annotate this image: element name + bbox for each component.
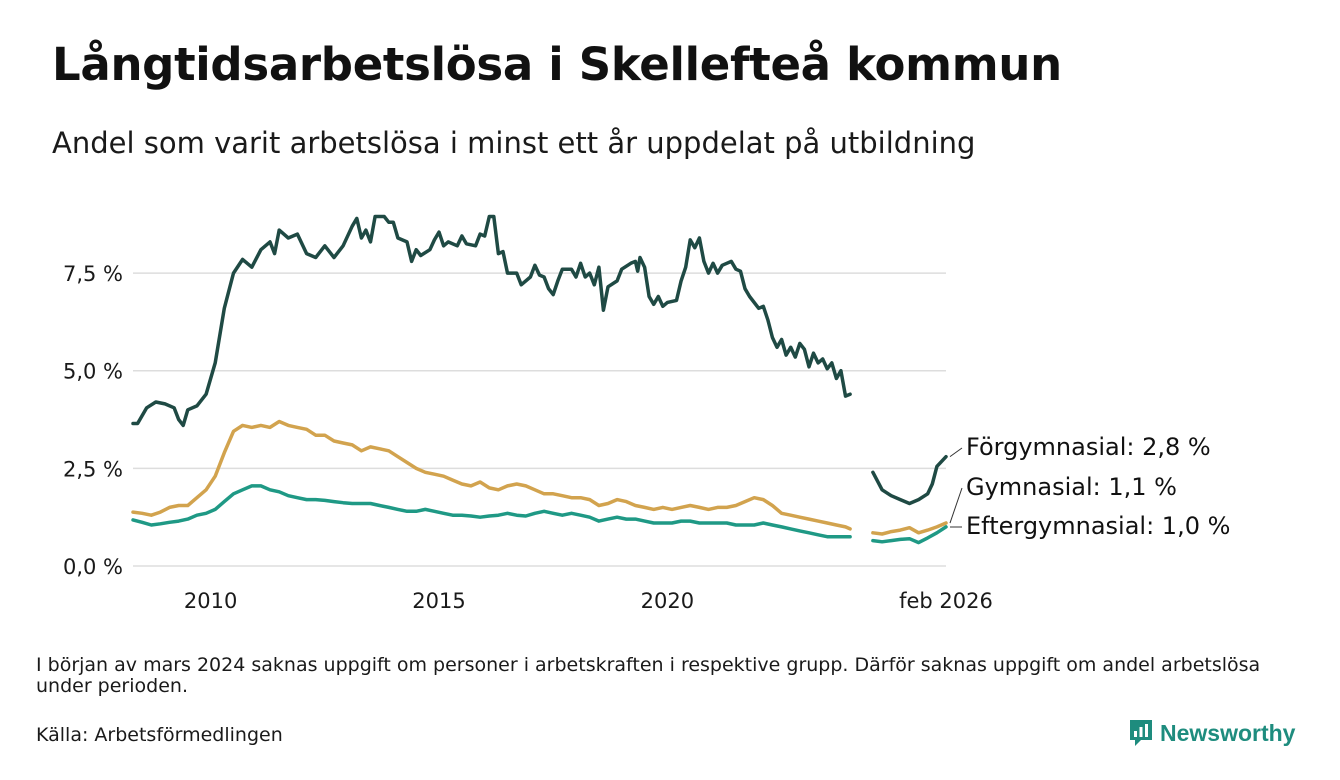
- y-tick-label: 5,0 %: [63, 360, 123, 384]
- series-lines: [131, 214, 948, 545]
- y-axis-tick-labels: 0,0 % 2,5 % 5,0 % 7,5 %: [63, 262, 123, 579]
- label-connector-f-rgymnasial: [949, 447, 963, 458]
- series-end-labels: Förgymnasial: 2,8 % Gymnasial: 1,1 % Efter…: [949, 433, 1230, 540]
- y-tick-label: 2,5 %: [63, 457, 123, 481]
- y-tick-label: 0,0 %: [63, 555, 123, 579]
- x-tick-label: 2015: [412, 589, 465, 613]
- x-axis-tick-labels: 2010 2015 2020 feb 2026: [184, 589, 993, 613]
- end-label-f-rgymnasial: Förgymnasial: 2,8 %: [966, 433, 1211, 461]
- newsworthy-logo-icon: [1130, 720, 1152, 746]
- footnote: I början av mars 2024 saknas uppgift om …: [36, 654, 1261, 697]
- series-line-gymnasial: [131, 419, 852, 531]
- end-label-gymnasial: Gymnasial: 1,1 %: [966, 473, 1177, 501]
- x-tick-label: 2020: [641, 589, 694, 613]
- x-tick-label: 2010: [184, 589, 237, 613]
- label-connector-gymnasial: [949, 487, 963, 524]
- x-tick-label: feb 2026: [899, 589, 993, 613]
- series-line-f-rgymnasial: [131, 214, 852, 428]
- series-line-gymnasial-after-gap: [871, 521, 948, 536]
- chart-subtitle: Andel som varit arbetslösa i minst ett å…: [52, 126, 976, 160]
- series-line-eftergymnasial-after-gap: [871, 525, 948, 545]
- series-line-f-rgymnasial-after-gap: [871, 454, 948, 506]
- series-line-eftergymnasial: [131, 484, 852, 539]
- y-tick-label: 7,5 %: [63, 262, 123, 286]
- newsworthy-brand-text: Newsworthy: [1160, 719, 1296, 746]
- chart-title: Långtidsarbetslösa i Skellefteå kommun: [52, 38, 1062, 91]
- line-chart: 0,0 % 2,5 % 5,0 % 7,5 % 2010 2015 2020 feb 202…: [63, 214, 1230, 613]
- end-label-eftergymnasial: Eftergymnasial: 1,0 %: [966, 512, 1230, 540]
- source-text: Källa: Arbetsförmedlingen: [36, 724, 283, 746]
- newsworthy-logo: Newsworthy: [1128, 716, 1295, 750]
